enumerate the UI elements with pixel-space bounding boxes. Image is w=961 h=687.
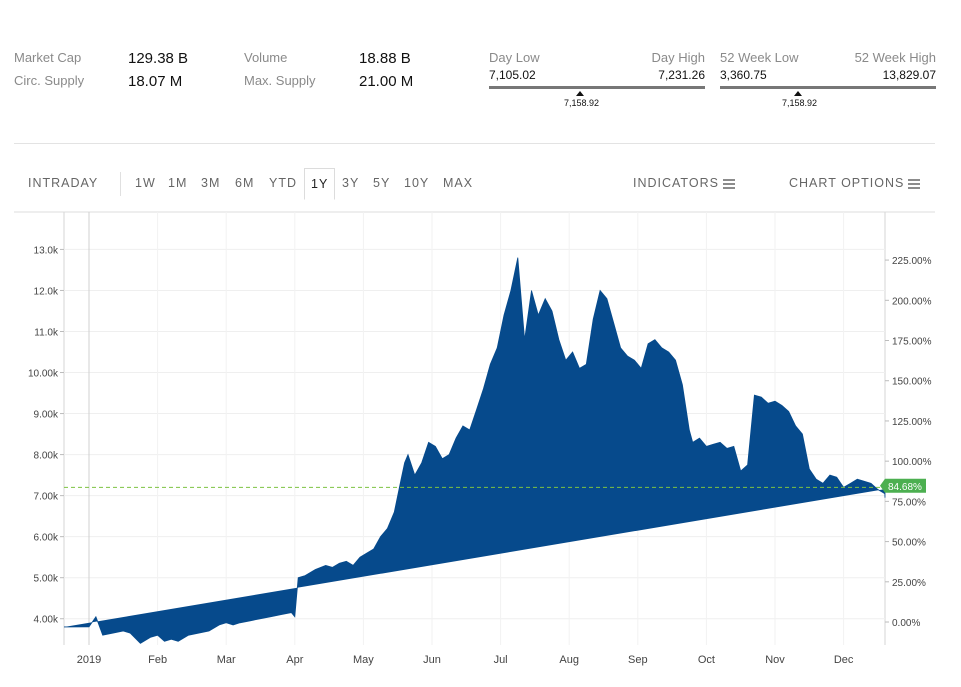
day-low-value: 7,105.02: [489, 68, 536, 82]
indicators-button[interactable]: INDICATORS: [633, 176, 735, 190]
range-max[interactable]: MAX: [443, 176, 474, 190]
range-6m[interactable]: 6M: [235, 176, 255, 190]
y-left-tick-label: 6.00k: [34, 533, 59, 544]
x-tick-label: Feb: [148, 654, 167, 666]
y-left-tick-label: 10.00k: [28, 369, 59, 380]
max-supply-label: Max. Supply: [244, 73, 316, 88]
week52-low-value: 3,360.75: [720, 68, 767, 82]
week52-range-marker-icon: [794, 91, 802, 96]
circ-supply-label: Circ. Supply: [14, 73, 85, 88]
market-cap-label: Market Cap: [14, 50, 82, 65]
day-high-value: 7,231.26: [658, 68, 705, 82]
x-tick-label: Aug: [559, 654, 579, 666]
x-tick-label: Sep: [628, 654, 648, 666]
y-left-tick-label: 5.00k: [34, 574, 59, 585]
chart-options-button[interactable]: CHART OPTIONS: [789, 176, 921, 190]
y-right-tick-label: 25.00%: [892, 578, 926, 589]
y-left-tick-label: 4.00k: [34, 615, 59, 626]
week52-range-bar: [720, 86, 936, 89]
x-tick-label: Apr: [286, 654, 303, 666]
y-right-tick-label: 225.00%: [892, 256, 932, 267]
price-area-series: [63, 257, 886, 644]
menu-icon: [722, 179, 735, 189]
y-right-tick-label: 75.00%: [892, 497, 926, 508]
week52-high-label: 52 Week High: [854, 50, 936, 65]
range-1m[interactable]: 1M: [168, 176, 188, 190]
volume-label: Volume: [244, 50, 288, 65]
x-tick-label: Nov: [765, 654, 785, 666]
current-change-badge: [880, 478, 926, 493]
chart-toolbar: INTRADAY 1W 1M 3M 6M YTD 1Y 3Y 5Y 10Y MA…: [14, 168, 935, 200]
y-left-tick-label: 11.0k: [34, 327, 59, 338]
tab-intraday[interactable]: INTRADAY: [28, 176, 99, 190]
day-range-marker-icon: [576, 91, 584, 96]
y-left-tick-label: 7.00k: [34, 492, 59, 503]
y-right-tick-label: 100.00%: [892, 457, 932, 468]
range-5y[interactable]: 5Y: [373, 176, 391, 190]
indicators-label: INDICATORS: [633, 176, 719, 190]
y-left-tick-label: 13.0k: [34, 245, 59, 256]
y-left-tick-label: 12.0k: [34, 286, 59, 297]
y-right-tick-label: 200.00%: [892, 296, 932, 307]
week52-high-value: 13,829.07: [882, 68, 936, 82]
range-10y[interactable]: 10Y: [404, 176, 430, 190]
y-right-tick-label: 50.00%: [892, 538, 926, 549]
max-supply-value: 21.00 M: [359, 73, 414, 90]
y-right-tick-label: 0.00%: [892, 618, 920, 629]
x-tick-label: Jul: [494, 654, 508, 666]
menu-icon: [908, 179, 921, 189]
chart-options-label: CHART OPTIONS: [789, 176, 905, 190]
x-tick-label: May: [353, 654, 374, 666]
x-tick-label: 2019: [77, 654, 101, 666]
x-tick-label: Mar: [217, 654, 236, 666]
volume-value: 18.88 B: [359, 50, 411, 67]
x-tick-label: Jun: [423, 654, 441, 666]
toolbar-separator: [120, 172, 121, 196]
y-left-tick-label: 8.00k: [34, 451, 59, 462]
current-change-label: 84.68%: [888, 482, 922, 493]
range-3y[interactable]: 3Y: [342, 176, 360, 190]
plot-area: [63, 257, 886, 644]
circ-supply-value: 18.07 M: [128, 73, 183, 90]
market-cap-value: 129.38 B: [128, 50, 189, 67]
range-ytd[interactable]: YTD: [269, 176, 297, 190]
chart-axes: 4.00k 5.00k 6.00k 7.00k 8.00k 9.00k 10.00k 11.0…: [28, 245, 932, 666]
y-left-tick-label: 9.00k: [34, 410, 59, 421]
day-range-bar: [489, 86, 705, 89]
x-tick-label: Oct: [698, 654, 715, 666]
y-right-tick-label: 175.00%: [892, 337, 932, 348]
range-3m[interactable]: 3M: [201, 176, 221, 190]
day-range-current: 7,158.92: [564, 98, 600, 108]
day-low-label: Day Low: [489, 50, 540, 65]
week52-low-label: 52 Week Low: [720, 50, 799, 65]
y-right-tick-label: 150.00%: [892, 377, 932, 388]
section-divider: [14, 143, 935, 144]
day-high-label: Day High: [651, 50, 705, 65]
x-tick-label: Dec: [834, 654, 854, 666]
range-1y[interactable]: 1Y: [304, 168, 336, 200]
week52-range-current: 7,158.92: [782, 98, 818, 108]
y-right-tick-label: 125.00%: [892, 417, 932, 428]
range-1w[interactable]: 1W: [135, 176, 156, 190]
